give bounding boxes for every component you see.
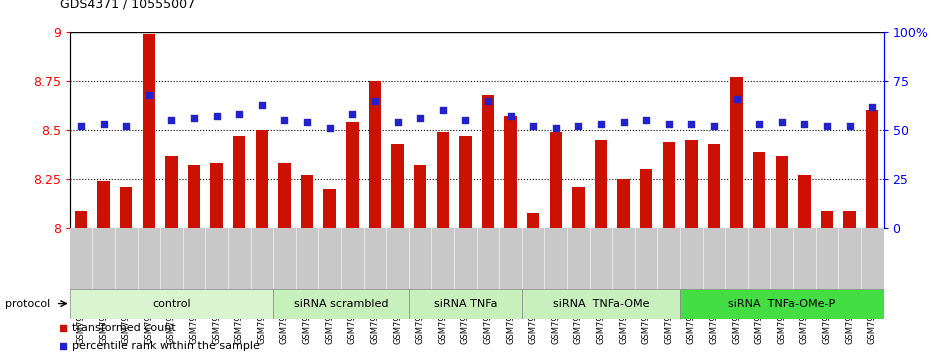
Point — [797, 121, 812, 127]
Text: siRNA  TNFa-OMe: siRNA TNFa-OMe — [552, 298, 649, 309]
Point — [96, 121, 111, 127]
Bar — [120, 187, 132, 228]
Bar — [409, 289, 522, 319]
Bar — [74, 211, 87, 228]
Point — [593, 121, 608, 127]
Bar — [753, 152, 765, 228]
Bar — [256, 130, 268, 228]
Point — [843, 123, 857, 129]
Point — [299, 119, 314, 125]
Bar — [70, 289, 273, 319]
Bar — [866, 110, 879, 228]
Bar — [188, 165, 200, 228]
Bar — [730, 77, 743, 228]
Bar — [594, 140, 607, 228]
Point — [73, 123, 88, 129]
Bar — [522, 289, 680, 319]
Bar — [414, 165, 426, 228]
Bar — [482, 95, 494, 228]
Bar — [776, 156, 788, 228]
Bar — [233, 136, 246, 228]
Point — [187, 115, 202, 121]
Bar — [798, 175, 811, 228]
Bar — [640, 169, 652, 228]
Point — [255, 102, 270, 107]
Point — [345, 112, 360, 117]
Bar — [278, 164, 291, 228]
Point — [119, 123, 134, 129]
Point — [549, 125, 564, 131]
Bar — [572, 187, 585, 228]
Text: control: control — [153, 298, 191, 309]
Bar — [527, 213, 539, 228]
Bar — [680, 289, 884, 319]
Bar — [324, 189, 336, 228]
Point — [503, 114, 518, 119]
Bar — [210, 164, 223, 228]
Point — [209, 114, 224, 119]
Bar — [504, 116, 517, 228]
Text: percentile rank within the sample: percentile rank within the sample — [73, 341, 260, 351]
Point — [367, 98, 382, 103]
Bar — [166, 156, 178, 228]
Bar — [98, 181, 110, 228]
Point — [751, 121, 766, 127]
Bar — [142, 34, 155, 228]
Point — [435, 108, 450, 113]
Point — [684, 121, 698, 127]
Bar — [346, 122, 359, 228]
Point — [56, 343, 71, 349]
Point — [458, 118, 472, 123]
Bar — [459, 136, 472, 228]
Point — [232, 112, 246, 117]
Point — [571, 123, 586, 129]
Point — [164, 118, 179, 123]
Point — [56, 326, 71, 331]
Text: siRNA TNFa: siRNA TNFa — [433, 298, 497, 309]
Point — [639, 118, 654, 123]
Point — [141, 92, 156, 98]
Point — [323, 125, 338, 131]
Point — [729, 96, 744, 102]
Bar — [392, 144, 404, 228]
Point — [481, 98, 496, 103]
Point — [707, 123, 722, 129]
Bar — [844, 211, 856, 228]
Text: siRNA scrambled: siRNA scrambled — [294, 298, 388, 309]
Point — [277, 118, 292, 123]
Bar — [436, 132, 449, 228]
Text: protocol: protocol — [5, 298, 50, 309]
Bar — [708, 144, 720, 228]
Bar — [273, 289, 409, 319]
Point — [661, 121, 676, 127]
Bar — [662, 142, 675, 228]
Bar — [685, 140, 698, 228]
Bar — [301, 175, 313, 228]
Bar — [821, 211, 833, 228]
Text: GDS4371 / 10555007: GDS4371 / 10555007 — [60, 0, 195, 11]
Text: transformed count: transformed count — [73, 323, 176, 333]
Point — [525, 123, 540, 129]
Point — [616, 119, 631, 125]
Point — [865, 104, 880, 109]
Point — [390, 119, 405, 125]
Point — [413, 115, 428, 121]
Bar — [550, 132, 562, 228]
Point — [819, 123, 834, 129]
Point — [775, 119, 790, 125]
Text: siRNA  TNFa-OMe-P: siRNA TNFa-OMe-P — [728, 298, 835, 309]
Bar — [368, 81, 381, 228]
Bar — [618, 179, 630, 228]
